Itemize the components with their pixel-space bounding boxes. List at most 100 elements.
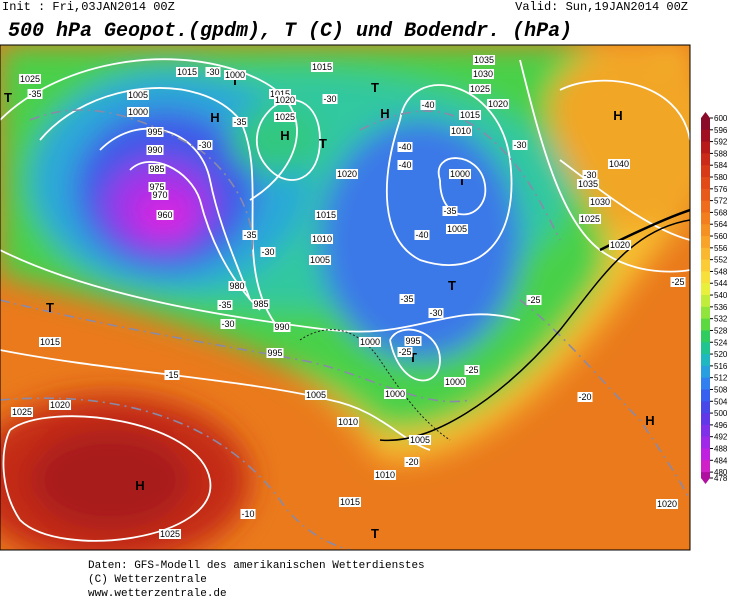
colorbar-swatch xyxy=(701,413,710,426)
colorbar-swatch xyxy=(701,318,710,331)
isobar-label-box xyxy=(383,389,407,399)
temperature-label-box xyxy=(322,94,338,104)
colorbar-label: 548 xyxy=(714,267,728,276)
temperature-label: -35 xyxy=(400,294,413,304)
isobar-label: 995 xyxy=(147,127,162,137)
colorbar-label: 500 xyxy=(714,409,728,418)
colorbar-swatch xyxy=(701,365,710,379)
isobar-label-box xyxy=(310,234,334,244)
temperature-label: -40 xyxy=(415,230,428,240)
isobar-label-box xyxy=(486,99,510,109)
colorbar-swatch xyxy=(701,424,710,438)
colorbar-swatch xyxy=(701,129,710,143)
isobar-label: 1025 xyxy=(12,407,32,417)
isobar-label-box xyxy=(228,281,246,291)
temperature-label: -15 xyxy=(165,370,178,380)
temperature-label-box xyxy=(197,140,213,150)
isobar-label-box xyxy=(655,499,679,509)
colorbar-swatch xyxy=(701,141,710,154)
init-time: Init : Fri,03JAN2014 00Z xyxy=(2,0,175,14)
pressure-center: H xyxy=(380,106,389,121)
isobar-label: 990 xyxy=(274,322,289,332)
isobar-label-box xyxy=(472,55,496,65)
isobar-label-box xyxy=(304,390,328,400)
temperature-label-box xyxy=(232,117,248,127)
isobar-label-box xyxy=(273,112,297,122)
isobar-label-box xyxy=(404,336,422,346)
colorbar-label: 528 xyxy=(714,326,728,335)
pressure-center: H xyxy=(210,110,219,125)
temperature-label-box xyxy=(205,67,221,77)
isobar-label: 985 xyxy=(253,299,268,309)
colorbar-swatch xyxy=(701,236,710,249)
temperature-label: -30 xyxy=(429,308,442,318)
colorbar-label: 532 xyxy=(714,315,728,324)
isobar-label-box xyxy=(471,69,495,79)
isobar-label-box xyxy=(314,210,338,220)
isobar-label-box xyxy=(310,62,334,72)
isobar-label-box xyxy=(252,299,270,309)
isobar-label-box xyxy=(151,190,169,200)
isobar-label-box xyxy=(373,470,397,480)
colorbar-swatch xyxy=(701,188,710,202)
temperature-label: -20 xyxy=(405,457,418,467)
isobar-label: 1020 xyxy=(337,169,357,179)
isobar-label-box xyxy=(146,145,164,155)
isobar-label: 1020 xyxy=(488,99,508,109)
temperature-label: -25 xyxy=(398,347,411,357)
temperature-label: -30 xyxy=(513,140,526,150)
temperature-label: -30 xyxy=(261,247,274,257)
pressure-center: H xyxy=(645,413,654,428)
colorbar-swatch xyxy=(701,472,710,479)
colorbar-label: 512 xyxy=(714,374,728,383)
isobar-label-box xyxy=(126,90,150,100)
temperature-label-box xyxy=(428,308,444,318)
temperature-label-box xyxy=(397,160,413,170)
colorbar-label: 496 xyxy=(714,421,728,430)
isobar-label: 1015 xyxy=(270,89,290,99)
isobar-label: 1010 xyxy=(312,234,332,244)
colorbar-label: 536 xyxy=(714,303,728,312)
colorbar-swatch xyxy=(701,271,710,284)
temperature-label-box xyxy=(397,347,413,357)
isobar-label: 975 xyxy=(149,182,164,192)
temperature-label: -30 xyxy=(323,94,336,104)
isobar-label-box xyxy=(608,240,632,250)
colorbar-label: 572 xyxy=(714,197,728,206)
colorbar-label: 580 xyxy=(714,173,728,182)
isobar-label: 1040 xyxy=(609,159,629,169)
colorbar-label: 560 xyxy=(714,232,728,241)
colorbar-label: 544 xyxy=(714,279,728,288)
isobar-label-box xyxy=(175,67,199,77)
isobar-label-box xyxy=(588,197,612,207)
colorbar-swatch xyxy=(701,377,710,390)
isobar-label: 1015 xyxy=(316,210,336,220)
pressure-center: H xyxy=(135,478,144,493)
temperature-label-box xyxy=(442,206,458,216)
pressure-center: T xyxy=(319,136,327,151)
colorbar-label: 576 xyxy=(714,185,728,194)
isobar-label: 1015 xyxy=(177,67,197,77)
pressure-center: T xyxy=(4,90,12,105)
colorbar-arrow xyxy=(701,112,710,118)
isobar-label: 1030 xyxy=(473,69,493,79)
colorbar-label: 588 xyxy=(714,149,728,158)
isobar-label: 1010 xyxy=(338,417,358,427)
temperature-label: -30 xyxy=(221,319,234,329)
colorbar-swatch xyxy=(701,306,710,320)
isobar-label: 980 xyxy=(229,281,244,291)
colorbar: 600 596 592 588 584 580 576 572 568 564 560 556 552 5… xyxy=(701,112,728,484)
colorbar-label: 516 xyxy=(714,362,728,371)
colorbar-swatch xyxy=(701,118,710,131)
temperature-label-box xyxy=(414,230,430,240)
temperature-label: -30 xyxy=(583,170,596,180)
colorbar-label: 478 xyxy=(714,474,728,483)
isobar-label: 1025 xyxy=(275,112,295,122)
isobar-label-box xyxy=(38,337,62,347)
footer-line: www.wetterzentrale.de xyxy=(88,588,227,600)
isobar-label-box xyxy=(338,497,362,507)
pressure-center: T xyxy=(409,350,417,365)
colorbar-label: 600 xyxy=(714,114,728,123)
colorbar-label: 520 xyxy=(714,350,728,359)
